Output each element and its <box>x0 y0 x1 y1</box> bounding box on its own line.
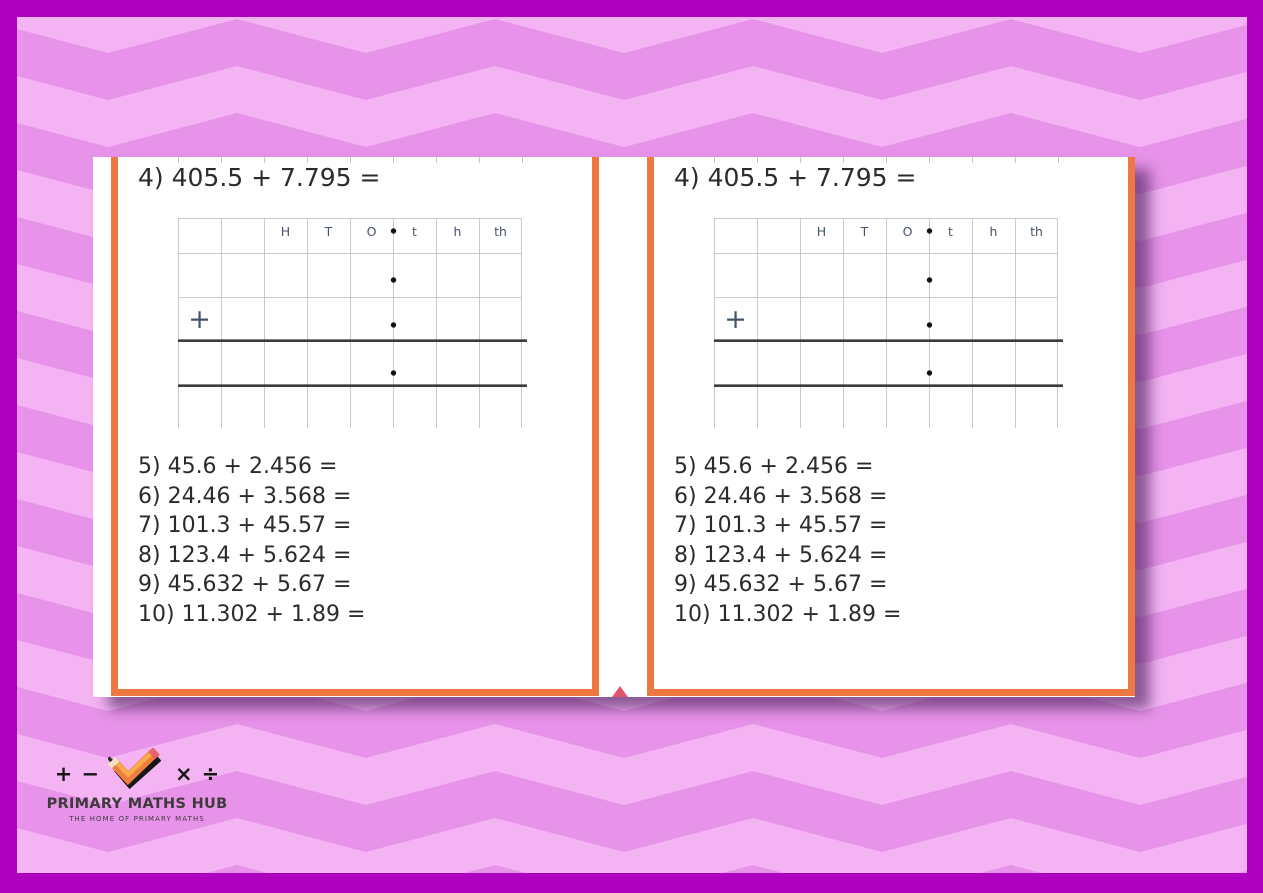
column-header-ones: O <box>902 224 913 239</box>
question-item: 5) 45.6 + 2.456 = <box>674 454 874 479</box>
question-item: 6) 24.46 + 3.568 = <box>674 483 888 509</box>
questions-list: 5) 45.6 + 2.456 = 6) 24.46 + 3.568 = 7) … <box>138 454 365 632</box>
column-header-tens: T <box>860 224 869 239</box>
logo-operator-symbols: + − × ÷ <box>44 748 230 796</box>
place-value-grid: H T O t h th + <box>178 218 527 428</box>
decimal-dot <box>926 228 933 234</box>
plus-operator: + <box>724 303 747 335</box>
logo-title: PRIMARY MATHS HUB <box>46 796 228 812</box>
grid-lines <box>714 218 1063 428</box>
logo-divide-symbol: ÷ <box>201 761 220 786</box>
question-item: 5) 45.6 + 2.456 = <box>138 454 338 479</box>
question-item: 6) 24.46 + 3.568 = <box>138 483 352 509</box>
decimal-dot <box>390 370 397 376</box>
question-item: 8) 123.4 + 5.624 = <box>138 542 352 568</box>
questions-list: 5) 45.6 + 2.456 = 6) 24.46 + 3.568 = 7) … <box>674 454 901 632</box>
column-header-hundreds: H <box>816 224 827 239</box>
question-heading: 4) 405.5 + 7.795 = <box>674 163 917 192</box>
column-header-tenths: t <box>412 224 417 239</box>
worksheet-sheet: 4) 405.5 + 7.795 = H T O t h th + <box>93 157 1135 697</box>
decimal-dot <box>926 277 933 283</box>
primary-maths-hub-logo: + − × ÷ PRIMARY MATHS HUB THE HOME OF PR… <box>44 748 230 823</box>
logo-tagline: THE HOME OF PRIMARY MATHS <box>69 815 205 823</box>
column-header-hundredths: h <box>453 224 462 239</box>
question-item: 9) 45.632 + 5.67 = <box>674 572 888 598</box>
decimal-dot <box>390 228 397 234</box>
top-grid-ticks <box>178 157 523 163</box>
decimal-dot <box>390 322 397 328</box>
left-page: 4) 405.5 + 7.795 = H T O t h th + <box>111 157 599 696</box>
logo-minus-symbol: − <box>81 761 99 786</box>
question-item: 7) 101.3 + 45.57 = <box>138 513 352 539</box>
column-header-tens: T <box>324 224 333 239</box>
question-item: 9) 45.632 + 5.67 = <box>138 572 352 598</box>
question-item: 8) 123.4 + 5.624 = <box>674 542 888 568</box>
decimal-dot <box>926 322 933 328</box>
top-grid-ticks <box>714 157 1059 163</box>
decimal-dot <box>926 370 933 376</box>
plus-operator: + <box>188 303 211 335</box>
question-item: 10) 11.302 + 1.89 = <box>138 601 366 627</box>
page-fold-arrow-icon <box>612 686 628 697</box>
column-header-ones: O <box>366 224 377 239</box>
pencil-check-icon <box>108 748 162 790</box>
question-heading: 4) 405.5 + 7.795 = <box>138 163 381 192</box>
logo-times-symbol: × <box>175 761 193 786</box>
question-item: 10) 11.302 + 1.89 = <box>674 601 902 627</box>
column-header-tenths: t <box>948 224 953 239</box>
column-header-hundreds: H <box>280 224 291 239</box>
column-header-hundredths: h <box>989 224 998 239</box>
place-value-grid: H T O t h th + <box>714 218 1063 428</box>
grid-lines <box>178 218 527 428</box>
decimal-dot <box>390 277 397 283</box>
column-header-thousandths: th <box>1030 224 1043 239</box>
question-item: 7) 101.3 + 45.57 = <box>674 513 888 539</box>
logo-plus-symbol: + <box>54 761 73 786</box>
right-page: 4) 405.5 + 7.795 = H T O t h th + <box>647 157 1135 696</box>
column-header-thousandths: th <box>494 224 507 239</box>
